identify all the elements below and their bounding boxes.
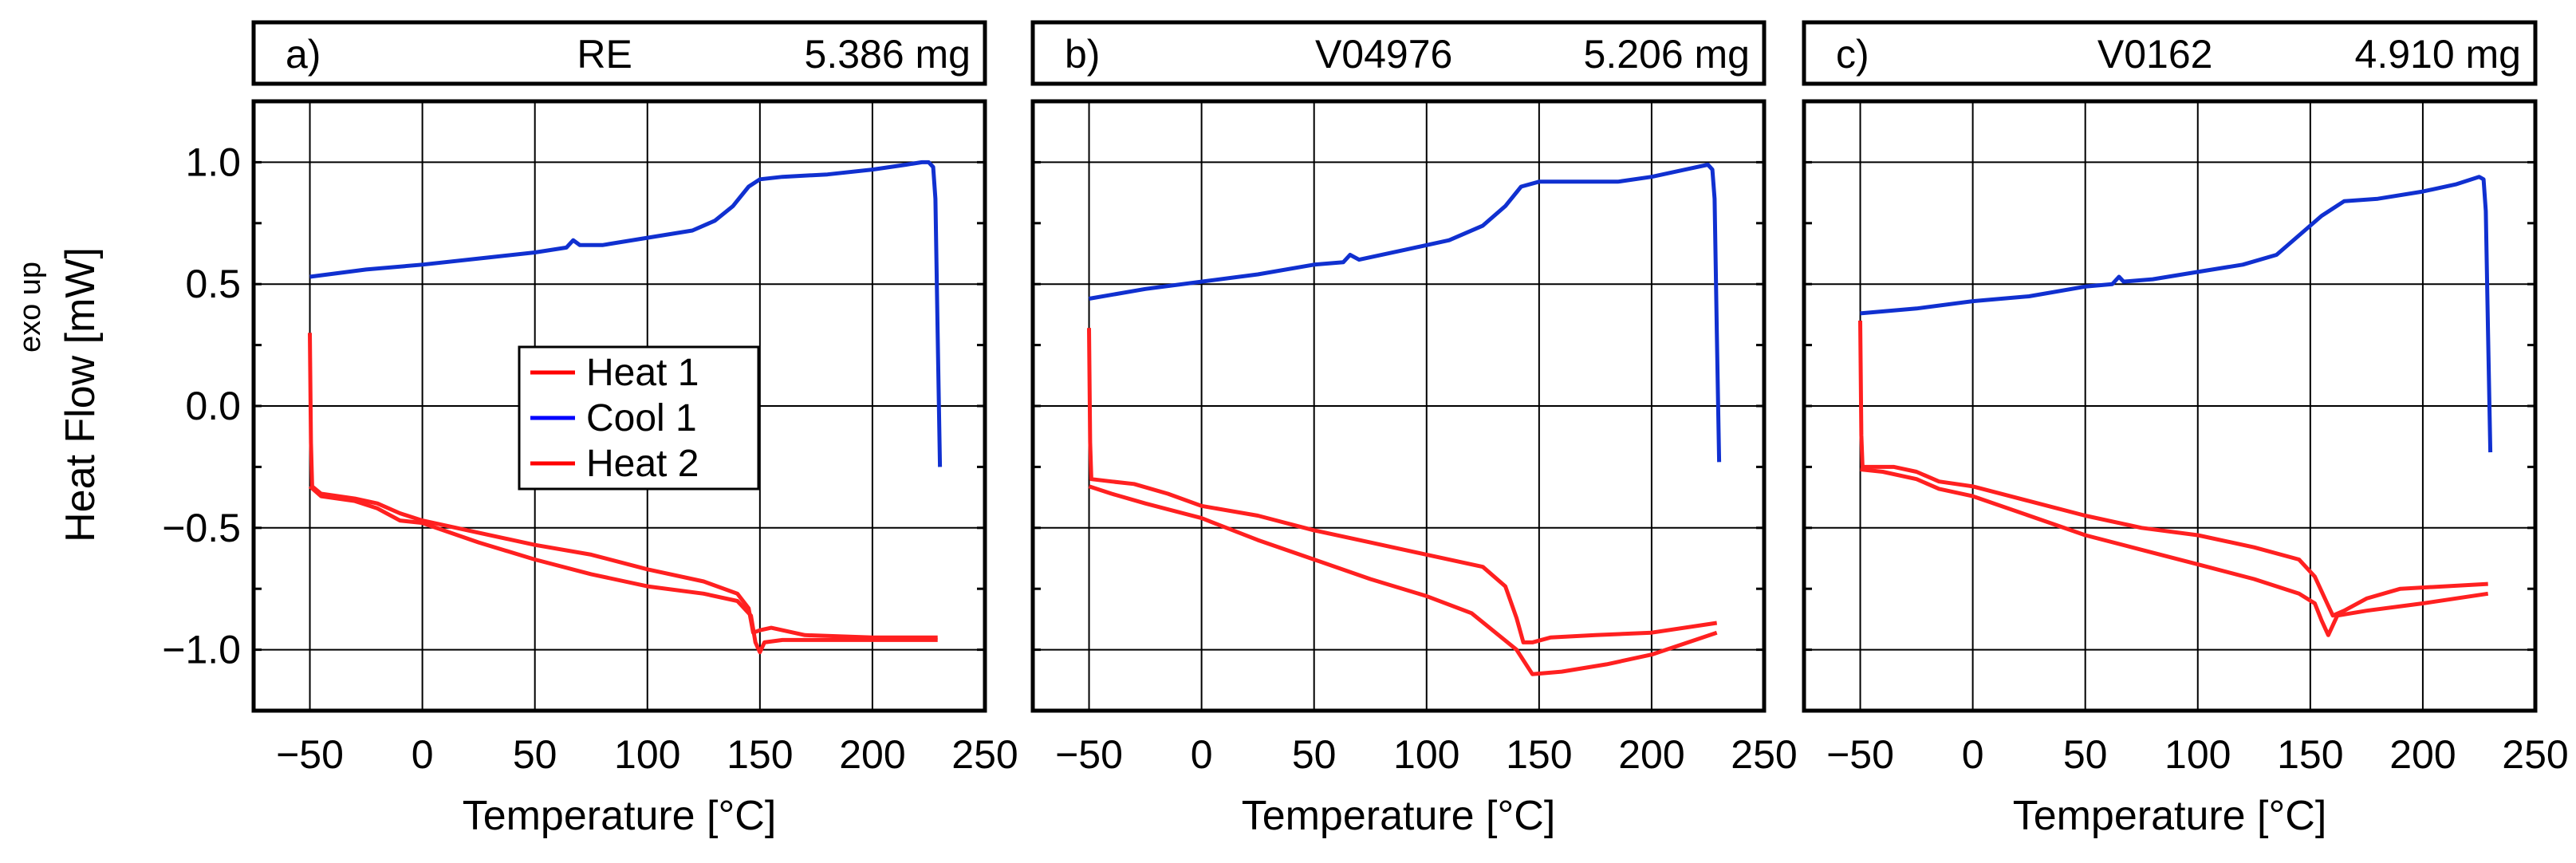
series-cool-1-line [1089,163,1722,463]
panel-letter: b) [1065,32,1100,77]
x-tick-label: 250 [1731,732,1797,777]
plot-frame [1030,99,1767,713]
x-tick-label: 100 [1393,732,1459,777]
exo-up-label: exo up [14,262,47,353]
x-tick-label: 50 [2063,732,2108,777]
x-tick-label: 150 [1506,732,1572,777]
panel-header-box [251,20,987,86]
x-tick-label: 250 [951,732,1018,777]
series-heat-2-line [1860,467,2489,637]
sample-mass: 4.910 mg [2355,32,2521,77]
x-axis-label: Temperature [°C] [2013,793,2327,839]
panel-letter: c) [1836,32,1869,77]
chart-panel-2: b) V04976 5.206 mg −50 0 50 100 150 200 250 Temper… [1030,20,1798,839]
sample-mass: 5.386 mg [805,32,971,77]
legend-entry-label: Cool 1 [586,397,697,439]
x-axis-label: Temperature [°C] [1242,793,1556,839]
x-tick-label: −50 [276,732,344,777]
x-tick-label: 50 [513,732,557,777]
y-tick-label: −0.5 [162,506,241,550]
sample-mass: 5.206 mg [1584,32,1750,77]
x-tick-label: −50 [1826,732,1894,777]
plot-frame [1802,99,2538,713]
x-tick-label: −50 [1055,732,1123,777]
x-tick-label: 150 [727,732,793,777]
panel-letter: a) [286,32,321,77]
y-axis-label: Heat Flow [mW] [57,247,104,542]
chart-panel-3: c) V0162 4.910 mg −50 0 50 100 150 200 250 Tempera… [1802,20,2569,839]
y-tick-label: 0.0 [185,384,241,428]
x-tick-label: 0 [1962,732,1984,777]
x-tick-label: 200 [2389,732,2456,777]
x-tick-label: 150 [2277,732,2343,777]
plot-frame [251,99,987,713]
x-tick-label: 50 [1292,732,1337,777]
series-heat-1-line [1087,328,1718,644]
x-tick-label: 100 [614,732,680,777]
x-axis-label: Temperature [°C] [463,793,777,839]
x-tick-label: 200 [1618,732,1684,777]
y-tick-label: −1.0 [162,628,241,672]
sample-name: V04976 [1315,32,1452,77]
legend-entry-label: Heat 2 [586,443,699,485]
y-tick-label: 1.0 [185,140,241,184]
x-tick-label: 100 [2164,732,2231,777]
y-tick-label: 0.5 [185,262,241,306]
panel-header-box [1802,20,2538,86]
series-heat-2-line [308,484,938,655]
panel-header-box [1030,20,1767,86]
x-tick-label: 250 [2502,732,2568,777]
series-heat-1-line [308,333,938,640]
x-tick-label: 0 [412,732,434,777]
sample-name: RE [577,32,632,77]
series-heat-2-line [1088,484,1718,676]
legend-entry-label: Heat 1 [586,352,699,394]
series-heat-1-line [1858,320,2488,618]
sample-name: V0162 [2097,32,2213,77]
x-tick-label: 200 [839,732,905,777]
series-cool-1-line [309,160,943,467]
series-cool-1-line [1860,175,2493,453]
x-tick-label: 0 [1191,732,1213,777]
